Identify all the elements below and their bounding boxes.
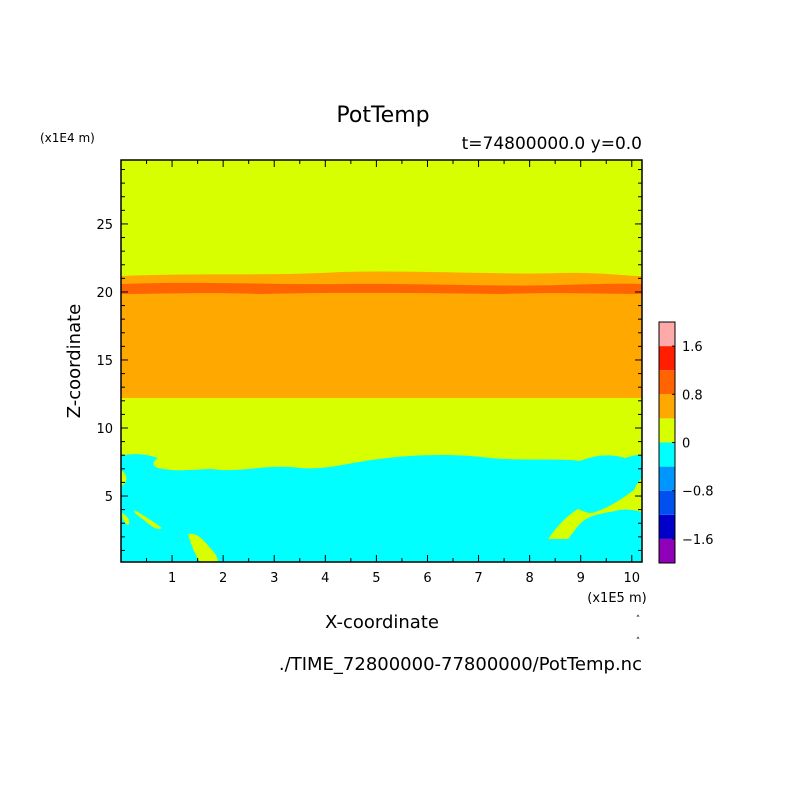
colorbar-swatch [659,394,675,419]
colorbar-swatch [659,490,675,515]
x-tick-label: 7 [474,571,482,586]
x-axis-label: X-coordinate [325,612,439,633]
y-tick-label: 20 [96,286,113,301]
feature-right [548,478,642,539]
x-scale-label-marker-1: ˄ [636,615,641,625]
y-tick-label: 15 [96,354,113,369]
feature-left-2 [122,513,130,525]
x-tick-label: 10 [624,571,641,586]
x-tick-label: 8 [525,571,533,586]
colorbar: −1.6 −0.8 0 0.8 1.6 [658,321,714,564]
x-tick-label: 3 [270,571,278,586]
colorbar-label: 1.6 [682,340,703,355]
feature-left-4 [188,533,218,562]
x-tick-label: 6 [423,571,431,586]
colorbar-swatch [659,346,675,371]
y-tick-label: 10 [96,422,113,437]
colorbar-label: −1.6 [682,533,714,548]
colorbar-label: −0.8 [682,485,714,500]
x-ticks: 1 2 3 4 5 6 7 8 9 10 [146,160,641,586]
y-scale-label: (x1E4 m) [40,131,95,145]
colorbar-swatch [659,322,675,347]
plot-frame [120,159,643,563]
x-scale-label: (x1E5 m) [587,591,646,606]
band-darkorange [121,282,642,294]
colorbar-swatch [659,442,675,467]
plot-area: 1 2 3 4 5 6 7 8 9 10 5 10 15 20 25 [96,159,643,586]
colorbar-swatch [659,514,675,539]
feature-left-3 [134,510,162,529]
cold-layer [121,454,642,562]
colorbar-swatch [659,370,675,395]
source-file-label: ./TIME_72800000-77800000/PotTemp.nc [279,654,642,675]
chart-title: PotTemp [336,103,429,128]
x-tick-label: 1 [168,571,176,586]
colorbar-swatch [659,538,675,563]
band-orange-upper [121,271,642,398]
colorbar-swatch [659,418,675,443]
colorbar-label: 0 [682,437,690,452]
chart-subtitle: t=74800000.0 y=0.0 [462,134,642,154]
x-tick-label: 4 [321,571,329,586]
y-axis-label: Z-coordinate [64,304,85,419]
x-tick-label: 9 [577,571,585,586]
y-tick-label: 5 [105,490,113,505]
x-scale-label-marker-2: ˄ [636,637,641,647]
y-ticks: 5 10 15 20 25 [96,169,642,551]
colorbar-swatch [659,466,675,491]
x-tick-label: 5 [372,571,380,586]
x-tick-label: 2 [219,571,227,586]
y-tick-label: 25 [96,218,113,233]
colorbar-label: 0.8 [682,388,703,403]
